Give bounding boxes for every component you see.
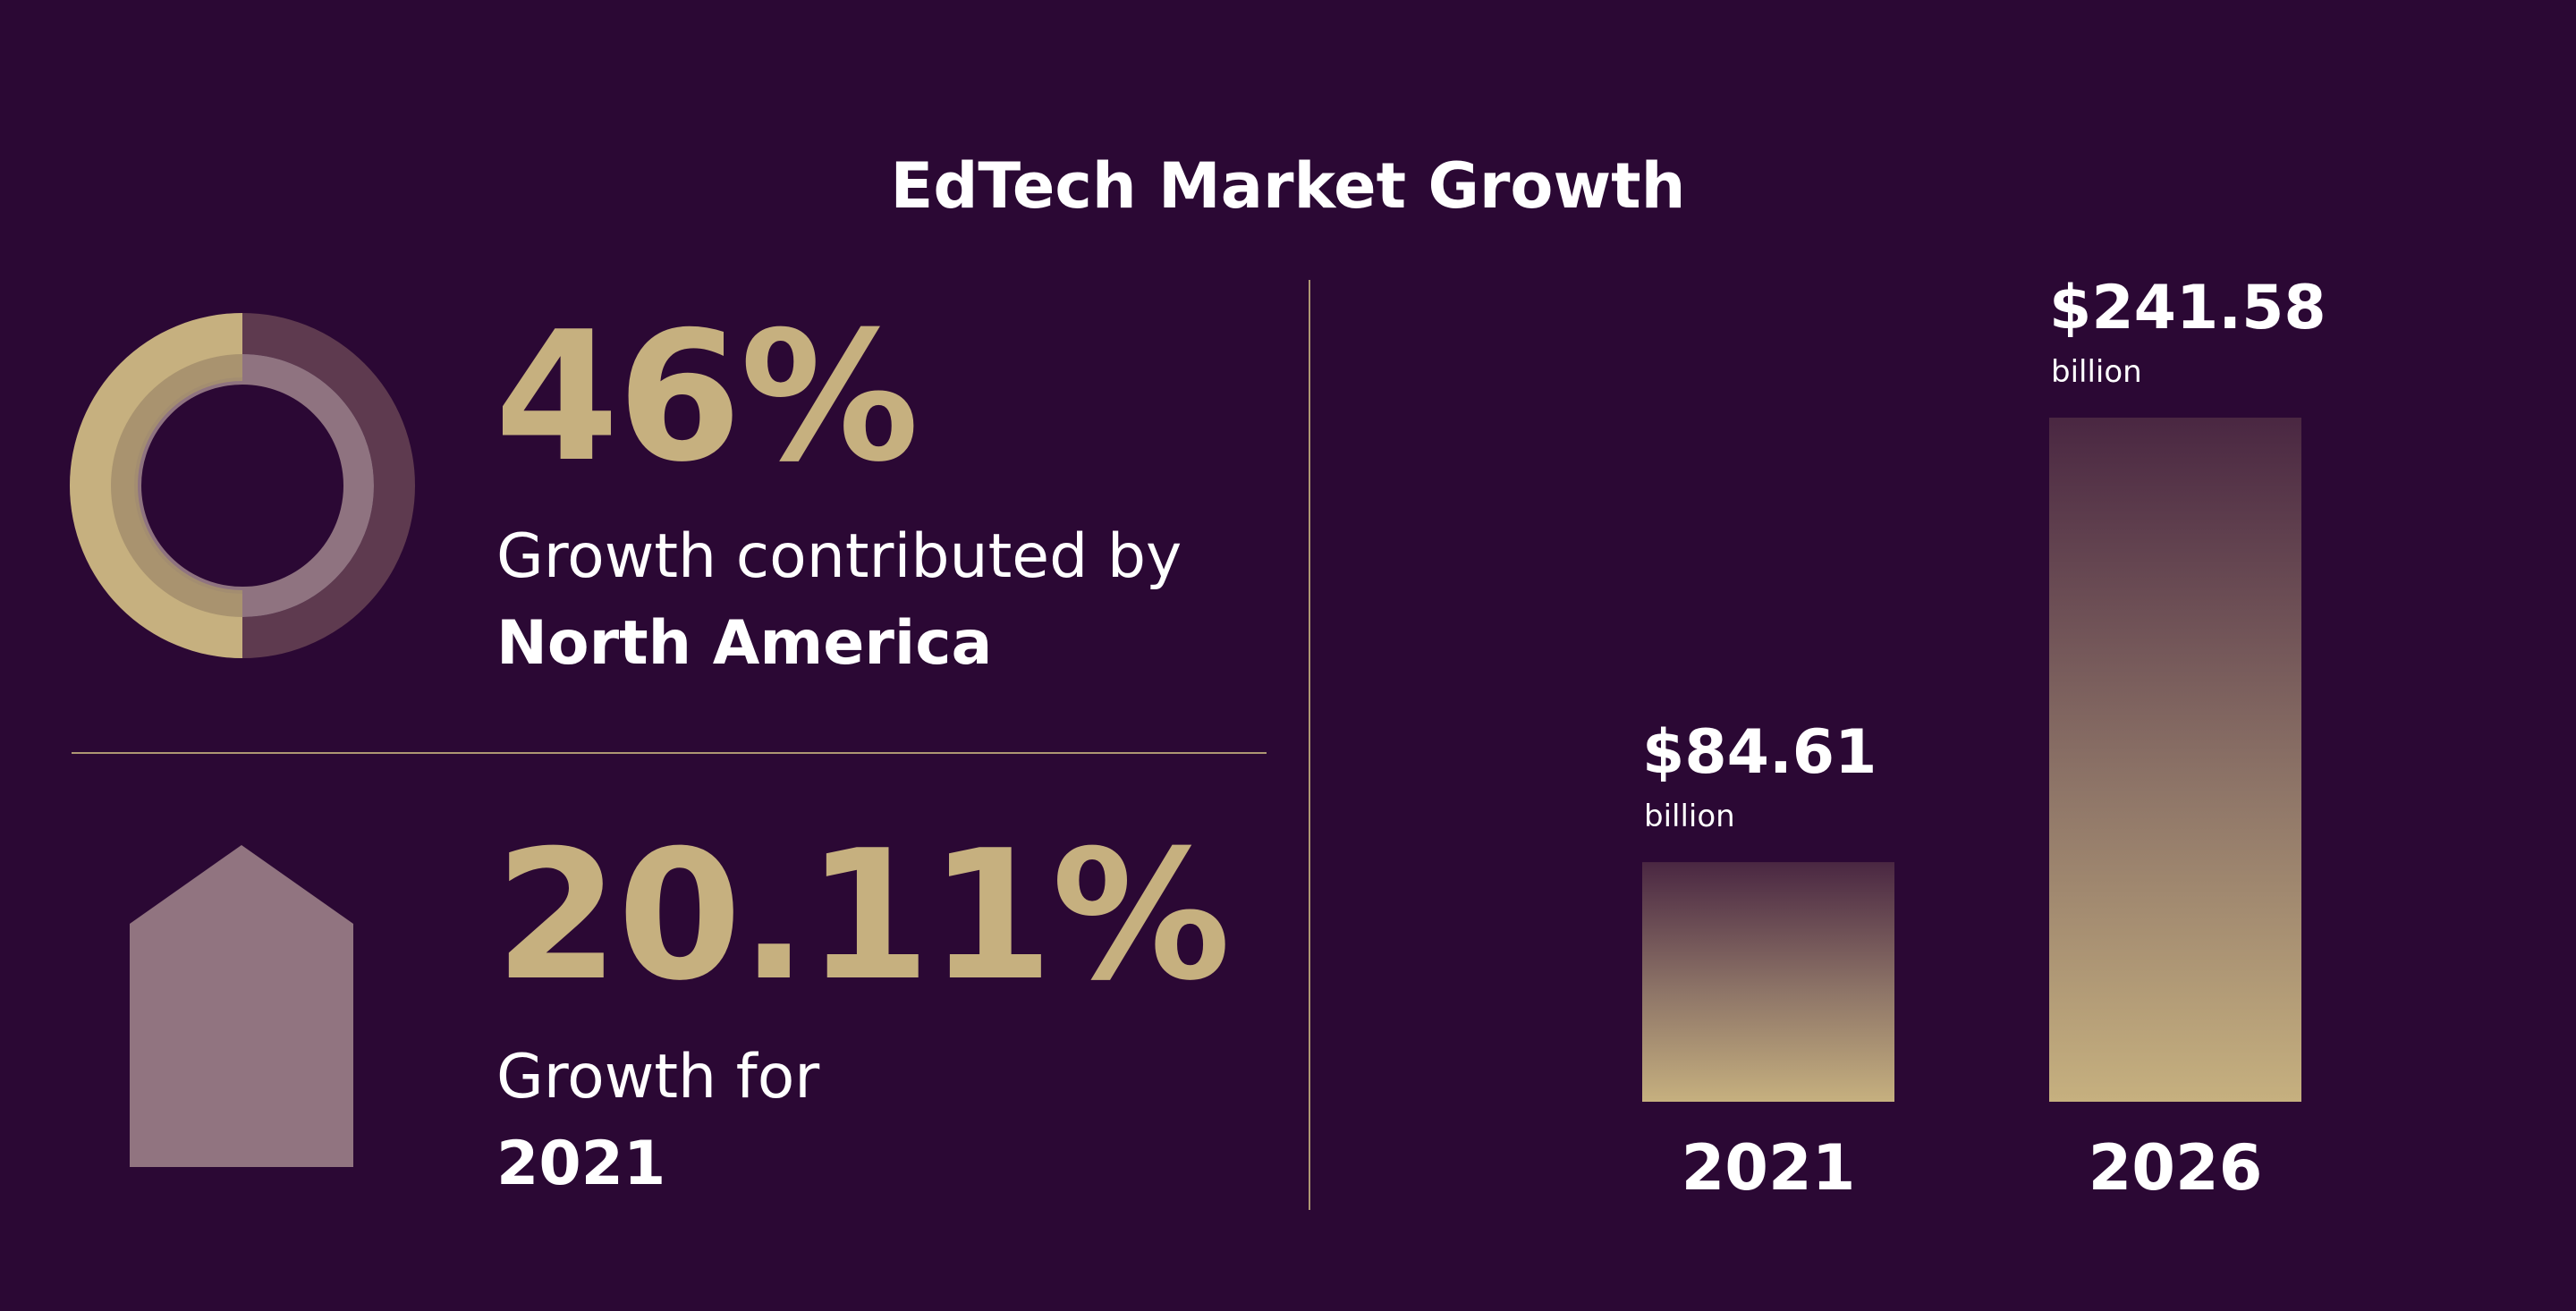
bar-unit-label-2026: billion — [2051, 354, 2142, 390]
bar-unit-label-2021: billion — [1644, 799, 1735, 834]
page-title: EdTech Market Growth — [890, 149, 1686, 223]
x-tick-label-2021: 2021 — [1682, 1131, 1856, 1205]
house-icon — [130, 845, 353, 1167]
bar-2026 — [2049, 418, 2301, 1102]
market-size-bar-chart: $84.61 billion 2021 $241.58 billion 2026 — [1642, 273, 2326, 1205]
stat-description-north-america: Growth contributed by — [496, 521, 1182, 592]
bar-2021 — [1642, 862, 1894, 1102]
horizontal-divider — [72, 752, 1267, 754]
stat-value-2021-growth: 20.11% — [495, 812, 1231, 1020]
stat-highlight-north-america: North America — [496, 608, 993, 679]
x-tick-label-2026: 2026 — [2089, 1131, 2263, 1205]
donut-icon — [70, 313, 415, 658]
bar-value-label-2021: $84.61 — [1642, 717, 1877, 788]
stat-value-north-america: 46% — [495, 293, 919, 502]
stat-description-2021-growth: Growth for — [496, 1042, 820, 1112]
stat-highlight-2021-growth: 2021 — [496, 1129, 666, 1199]
bar-value-label-2026: $241.58 — [2049, 273, 2326, 343]
vertical-divider — [1309, 280, 1310, 1210]
